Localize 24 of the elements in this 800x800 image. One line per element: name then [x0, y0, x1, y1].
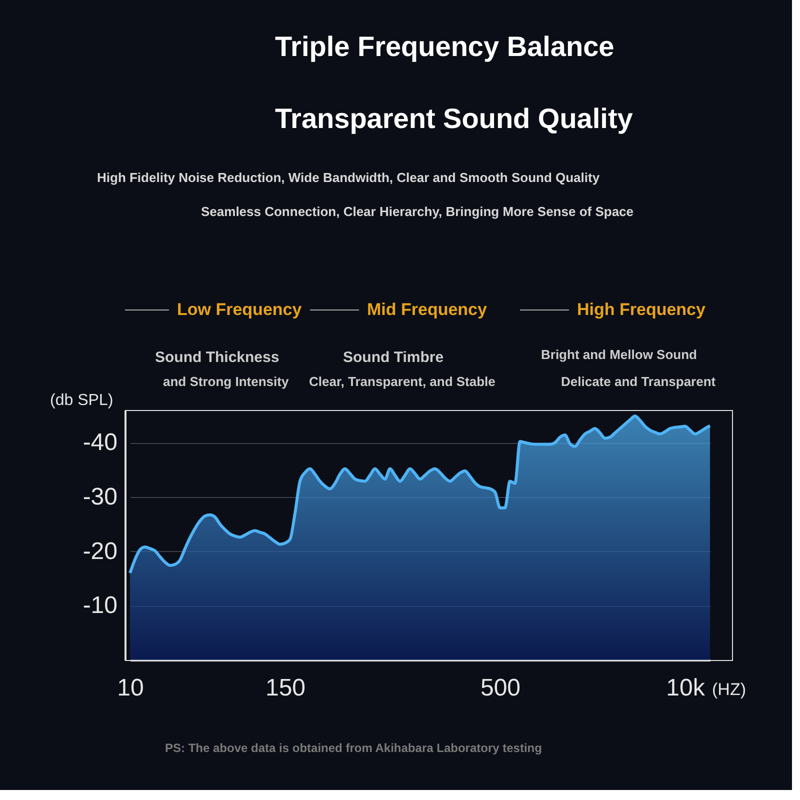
text: Mid Frequency [367, 300, 488, 319]
y-tick-label: -20 [82, 538, 118, 565]
x-tick-label: 500 [480, 674, 521, 702]
text: Delicate and Transparent [561, 374, 716, 389]
text: Seamless Connection, Clear Hierarchy, Bringing More Sense of Space [201, 204, 634, 219]
y-tick-label: -30 [82, 483, 118, 510]
y-axis-title: (db SPL) [50, 392, 114, 409]
chart-subtitle: Transparent Sound Quality [275, 103, 634, 134]
y-tick-label: -10 [82, 592, 118, 620]
text: Sound Thickness [155, 349, 280, 366]
y-tick-label: -40 [82, 429, 118, 456]
text: High Frequency [577, 300, 706, 319]
text: and Strong Intensity [163, 374, 290, 389]
text: Clear, Transparent, and Stable [309, 374, 496, 389]
x-axis-title: (HZ) [712, 680, 746, 699]
x-tick-label: 150 [265, 674, 306, 702]
text: High Fidelity Noise Reduction, Wide Bandwidth, Clear and Smooth Sound Quality [97, 170, 600, 185]
x-tick-label: 10k [666, 674, 706, 702]
text: Low Frequency [177, 300, 302, 319]
text: Bright and Mellow Sound [541, 347, 698, 362]
text: Sound Timbre [343, 349, 444, 366]
text: PS: The above data is obtained from Akihabara Laboratory testing [165, 741, 542, 755]
chart-title: Triple Frequency Balance [275, 31, 614, 62]
x-tick-label: 10 [117, 674, 144, 702]
